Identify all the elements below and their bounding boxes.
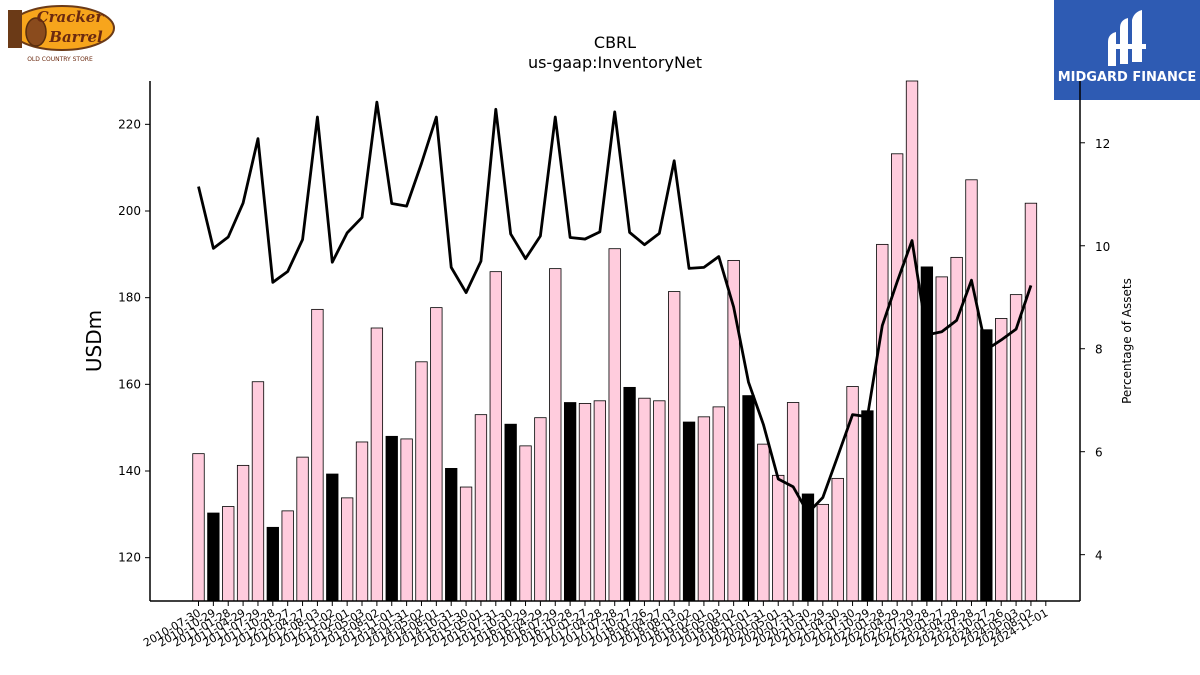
y-tick-label: 120	[118, 551, 141, 565]
logo-barrel	[25, 17, 47, 47]
y-axis-label: USDm	[82, 310, 106, 372]
bar	[608, 248, 621, 602]
cracker-barrel-logo: Cracker Barrel OLD COUNTRY STORE	[8, 5, 115, 63]
bar	[772, 474, 785, 602]
bar	[831, 477, 844, 602]
y-tick-label: 180	[118, 291, 141, 305]
y-tick-label: 220	[118, 117, 141, 131]
bar	[563, 402, 577, 602]
logo-line1: Cracker	[37, 8, 105, 26]
bar	[474, 414, 488, 602]
bar	[445, 467, 458, 602]
bar	[980, 329, 993, 602]
bar	[489, 271, 502, 602]
logo-tagline: OLD COUNTRY STORE	[27, 56, 93, 63]
bar	[459, 486, 473, 602]
y-tick-label: 140	[118, 464, 141, 478]
bar	[891, 153, 904, 602]
bar	[549, 268, 562, 602]
bar	[697, 416, 711, 602]
bar	[876, 243, 889, 602]
bar	[905, 80, 919, 602]
bar	[385, 435, 398, 602]
bar	[370, 327, 384, 602]
bar	[251, 381, 265, 602]
bar	[712, 406, 725, 602]
y-tick-label-right: 12	[1095, 137, 1110, 151]
bar	[1009, 294, 1023, 602]
bar	[430, 307, 443, 602]
brand-name: MIDGARD FINANCE	[1058, 70, 1197, 85]
bar	[682, 421, 696, 602]
bar	[340, 497, 354, 602]
bar	[623, 386, 636, 602]
bar	[638, 397, 651, 602]
y-tick-label-right: 10	[1095, 240, 1110, 254]
y-tick-label-right: 8	[1095, 343, 1103, 357]
bar	[742, 395, 755, 602]
bar	[965, 179, 978, 602]
midgard-finance-logo: MIDGARD FINANCE	[1054, 0, 1200, 100]
y-tick-label-right: 6	[1095, 446, 1103, 460]
bar	[296, 456, 309, 602]
bar	[400, 438, 413, 602]
bar	[816, 503, 829, 602]
bar	[519, 445, 532, 602]
bar	[326, 473, 339, 602]
chart-subtitle: us-gaap:InventoryNet	[528, 53, 702, 72]
bar	[786, 402, 800, 602]
bar	[207, 512, 220, 602]
midgard-emblem-icon	[1108, 10, 1146, 66]
chart-title: CBRL	[594, 33, 636, 52]
bar	[534, 417, 547, 602]
bar	[281, 510, 294, 602]
bar	[578, 402, 592, 602]
bar	[355, 441, 369, 602]
bar	[266, 526, 279, 602]
bar	[668, 291, 681, 602]
bar	[995, 318, 1008, 602]
bars-layer	[192, 80, 1038, 602]
logo-line2: Barrel	[48, 28, 103, 46]
y-tick-label-right: 4	[1095, 549, 1103, 563]
y-axis-label-right: Percentage of Assets	[1120, 278, 1134, 404]
bar	[593, 400, 607, 602]
bar	[311, 308, 324, 602]
bar	[192, 453, 205, 602]
series-line	[197, 100, 1033, 515]
y-tick-label: 160	[118, 377, 141, 391]
bar	[415, 361, 428, 602]
bar	[1024, 202, 1038, 602]
y-tick-label: 200	[118, 204, 141, 218]
bar	[935, 276, 948, 602]
bar	[757, 443, 770, 602]
bar	[653, 400, 666, 602]
bar	[861, 410, 874, 602]
line-layer	[197, 100, 1033, 515]
bar	[222, 506, 235, 602]
bar	[236, 464, 250, 602]
bar	[504, 423, 517, 602]
logo-rocking-chair	[8, 10, 22, 48]
